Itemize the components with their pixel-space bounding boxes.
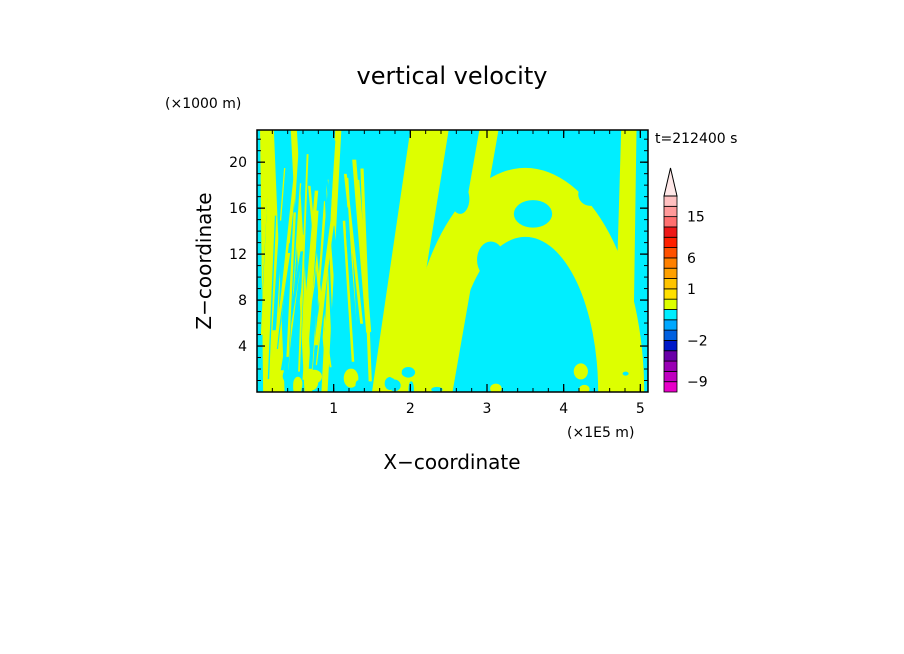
x-tick-label: 5 <box>636 401 645 417</box>
colorbar-bin <box>663 309 678 321</box>
colorbar-bin <box>663 247 678 259</box>
streak <box>298 154 309 372</box>
surface-patch <box>557 370 566 384</box>
colorbar-bin <box>663 329 678 341</box>
streak <box>315 230 333 366</box>
surface-patch <box>462 385 473 392</box>
colorbar-label: 6 <box>687 251 696 267</box>
streak <box>360 168 372 382</box>
x-tick-label: 2 <box>406 401 415 417</box>
updraft-plume <box>372 130 449 392</box>
streak <box>260 147 273 335</box>
y-tick-label: 4 <box>238 339 247 355</box>
surface-patch <box>408 381 414 392</box>
colorbar-bin <box>663 319 678 331</box>
surface-patch <box>447 382 452 392</box>
colorbar-bin <box>663 360 678 372</box>
x-tick-label: 4 <box>559 401 568 417</box>
colorbar-bin <box>663 288 678 300</box>
streak <box>308 136 329 369</box>
surface-patch <box>579 384 590 392</box>
x-tick-label: 3 <box>483 401 492 417</box>
x-axis: 1 2 3 4 5 <box>271 130 645 417</box>
colorbar-label: 15 <box>687 210 705 226</box>
surface-patch <box>543 363 553 382</box>
colorbar-bin <box>663 278 678 290</box>
time-stamp: t=212400 s <box>655 131 737 147</box>
colorbar-label: 1 <box>687 282 696 298</box>
surface-patch <box>343 368 359 388</box>
colorbar-bin <box>663 226 678 238</box>
downdraft-blob <box>450 184 470 214</box>
streak <box>343 173 364 324</box>
surface-patch <box>431 386 443 392</box>
surface-patch <box>293 376 303 392</box>
colorbar-extend-arrow <box>663 167 678 197</box>
downdraft-blob <box>548 280 580 332</box>
surface-patch <box>573 363 588 380</box>
colorbar-bin <box>663 381 678 393</box>
streak <box>345 233 361 387</box>
y-axis: 4 8 12 16 20 <box>229 138 648 382</box>
velocity-field <box>257 130 648 392</box>
y-tick-label: 12 <box>229 247 247 263</box>
colorbar-bin <box>663 340 678 352</box>
x-axis-label: X−coordinate <box>383 450 520 474</box>
streak <box>272 220 284 331</box>
surface-patch <box>384 376 396 391</box>
colorbar-bin <box>663 267 678 279</box>
plot-frame <box>256 129 649 393</box>
chart-title: vertical velocity <box>357 62 548 90</box>
downdraft-blob <box>578 182 603 206</box>
surface-patch <box>304 374 319 391</box>
surface-patch <box>598 383 608 392</box>
y-tick-label: 16 <box>229 201 247 217</box>
surface-patch <box>482 367 490 377</box>
colorbar-bin <box>663 205 678 218</box>
streak <box>267 215 277 380</box>
colorbar-bin <box>663 216 678 228</box>
updraft-plume <box>321 130 342 392</box>
surface-patch <box>282 369 293 383</box>
colorbar-bin <box>663 195 678 207</box>
surface-patch <box>457 374 469 386</box>
x-tick-label: 1 <box>329 401 338 417</box>
surface-patch <box>490 383 502 392</box>
colorbar-label: −9 <box>687 375 708 391</box>
streak <box>331 225 347 383</box>
colorbar-label: −2 <box>687 333 708 349</box>
streak <box>278 131 288 328</box>
surface-patch <box>473 378 485 392</box>
colorbar-bin <box>663 236 678 248</box>
downdraft-blob <box>477 241 505 279</box>
y-axis-label: Z−coordinate <box>192 192 216 329</box>
surface-patch <box>476 368 481 378</box>
y-tick-label: 20 <box>229 155 247 171</box>
colorbar-bin <box>663 370 678 383</box>
colorbar: 15 6 1 −2 −9 <box>663 167 708 393</box>
colorbar-bin <box>663 257 678 269</box>
y-tick-label: 8 <box>238 293 247 309</box>
streak <box>353 191 367 362</box>
x-axis-unit: (×1E5 m) <box>567 425 634 441</box>
streak <box>270 253 291 364</box>
streak <box>342 220 355 362</box>
downdraft-blob <box>513 200 553 228</box>
arch-band <box>406 167 645 392</box>
streak <box>286 212 296 357</box>
surface-patch <box>355 380 361 391</box>
colorbar-bin <box>663 350 678 362</box>
colorbar-bin <box>663 298 678 310</box>
surface-patch <box>388 364 402 379</box>
surface-patch <box>401 367 416 378</box>
y-axis-unit: (×1000 m) <box>165 96 241 112</box>
streak <box>302 210 319 380</box>
surface-patch <box>622 371 629 376</box>
